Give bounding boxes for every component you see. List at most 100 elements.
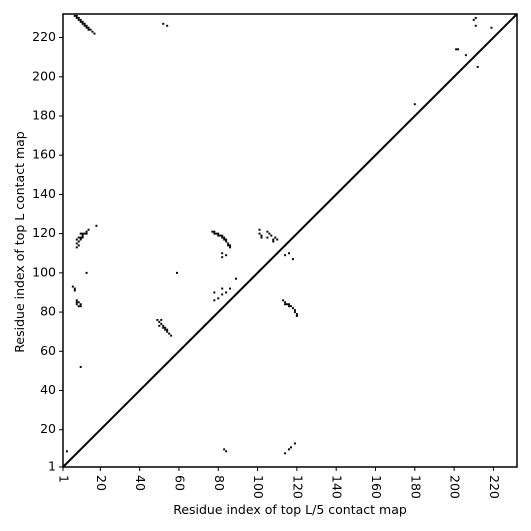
contact-cell — [81, 234, 84, 237]
contact-cell — [291, 307, 294, 310]
contact-cell — [85, 232, 88, 235]
contact-cell — [290, 446, 292, 449]
contact-cell — [77, 16, 80, 19]
contact-cell — [272, 238, 275, 241]
contact-cell — [229, 287, 232, 290]
contact-cell — [166, 328, 169, 331]
contact-cell — [457, 48, 460, 51]
contact-cell — [221, 256, 224, 259]
contact-cell — [217, 297, 220, 300]
contact-cell — [79, 232, 82, 235]
contact-cell — [290, 305, 292, 308]
contact-cell — [81, 22, 84, 25]
contact-cell — [81, 20, 84, 23]
y-axis-label: Residue index of top L contact map — [12, 131, 27, 352]
contact-cell — [221, 252, 224, 255]
contact-cell — [266, 236, 269, 239]
x-tick-label: 120 — [290, 475, 305, 499]
contact-cell — [227, 242, 230, 245]
contact-cell — [79, 305, 82, 308]
contact-cell — [79, 238, 82, 241]
contact-cell — [217, 234, 220, 237]
contact-cell — [225, 254, 228, 257]
diagonal — [62, 13, 518, 468]
y-tick-label: 220 — [32, 29, 56, 44]
contact-cell — [79, 236, 82, 239]
contact-cell — [73, 14, 76, 17]
contact-cell — [260, 234, 263, 237]
contact-cell — [215, 232, 218, 235]
contact-cell — [490, 26, 493, 29]
contact-cell — [75, 16, 78, 19]
contact-cell — [213, 232, 216, 235]
x-tick-label: 80 — [212, 475, 227, 491]
contact-cell — [71, 285, 74, 288]
contact-cell — [225, 238, 228, 241]
contact-cell — [93, 32, 96, 35]
contact-cell — [270, 234, 273, 237]
contact-cell — [258, 232, 261, 235]
x-tick-label: 40 — [133, 475, 148, 491]
contact-cell — [77, 236, 80, 239]
contact-cell — [85, 230, 88, 233]
contact-cell — [83, 24, 86, 27]
contact-cell — [272, 240, 275, 243]
contact-cell — [73, 289, 76, 292]
contact-cell — [219, 234, 222, 237]
y-tick-label: 140 — [32, 186, 56, 201]
contact-cell — [295, 313, 298, 316]
contact-cell — [166, 24, 169, 27]
contact-cell — [162, 324, 165, 327]
contact-cell — [85, 24, 88, 27]
x-tick-label: 220 — [487, 475, 502, 499]
contact-cell — [288, 448, 290, 451]
contact-cell — [413, 103, 416, 106]
contact-cell — [77, 18, 80, 21]
contact-cell — [158, 324, 161, 327]
contact-cell — [75, 303, 78, 306]
contact-cell — [293, 309, 296, 312]
contact-cell — [160, 322, 163, 325]
contact-cell — [75, 238, 78, 241]
y-tick-label: 60 — [40, 343, 56, 358]
contact-cell — [213, 230, 216, 233]
contact-cell — [291, 258, 294, 261]
contact-cell — [474, 24, 477, 27]
contact-cell — [474, 16, 477, 19]
contact-cell — [65, 450, 68, 453]
contact-cell — [464, 54, 467, 57]
contact-cell — [266, 230, 269, 233]
contact-cell — [87, 28, 90, 31]
contact-cell — [288, 303, 290, 306]
y-tick-label: 100 — [32, 264, 56, 279]
contact-cell — [213, 299, 216, 302]
contact-cell — [170, 334, 173, 337]
contact-cell — [223, 448, 226, 451]
contact-cell — [79, 366, 82, 368]
x-tick-label: 200 — [448, 475, 463, 499]
contact-cell — [77, 244, 80, 247]
y-tick-label: 40 — [40, 382, 56, 397]
contact-cell — [221, 293, 224, 296]
contact-cell — [89, 28, 92, 31]
contact-cell — [156, 318, 159, 321]
contact-cell — [288, 252, 290, 255]
y-tick-label: 20 — [40, 421, 56, 436]
y-tick-label: 1 — [48, 459, 56, 474]
contact-cell — [234, 277, 237, 280]
contact-cell — [77, 240, 80, 243]
contact-cell — [213, 291, 216, 294]
contact-cell — [79, 18, 82, 21]
contact-cell — [162, 22, 165, 25]
contact-cell — [260, 236, 263, 239]
contact-cell — [81, 236, 84, 239]
contact-cell — [229, 244, 232, 247]
contact-cell — [274, 236, 277, 239]
contact-cell — [227, 244, 230, 247]
contact-cell — [286, 303, 289, 306]
contact-cell — [77, 301, 80, 304]
x-tick-label: 20 — [94, 475, 109, 491]
contact-cell — [75, 14, 78, 17]
contact-cell — [282, 299, 285, 302]
